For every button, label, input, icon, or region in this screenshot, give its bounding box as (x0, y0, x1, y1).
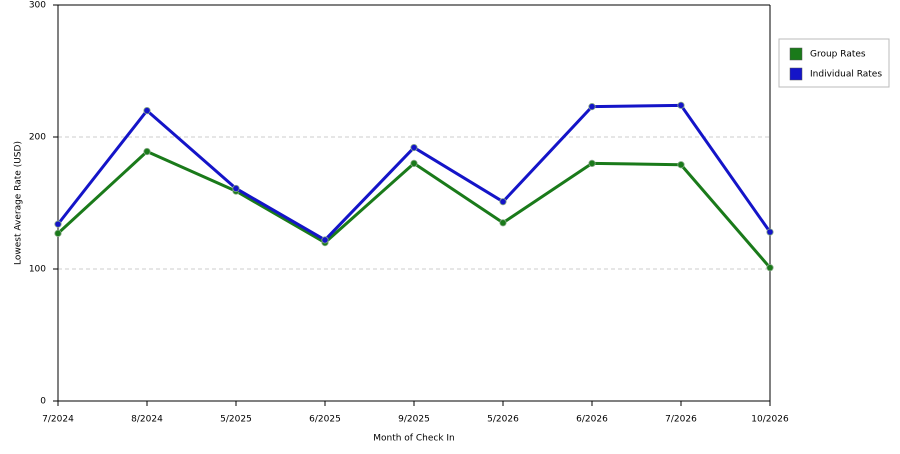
legend-swatch (789, 47, 803, 61)
x-tick-label: 8/2024 (131, 415, 163, 425)
legend-label: Group Rates (810, 50, 866, 60)
data-point (766, 264, 774, 272)
data-point (588, 103, 596, 111)
x-tick-label: 7/2024 (42, 415, 74, 425)
data-point (766, 228, 774, 236)
x-tick-label: 6/2026 (576, 415, 608, 425)
x-tick-label: 5/2026 (487, 415, 519, 425)
data-point (410, 143, 418, 152)
data-point (143, 147, 151, 156)
series-line (56, 150, 772, 269)
data-point (499, 198, 507, 206)
series-line (56, 103, 772, 242)
data-point (143, 107, 151, 115)
data-point (499, 219, 507, 227)
y-tick-label: 200 (29, 133, 46, 143)
x-tick-label: 7/2026 (665, 415, 697, 425)
x-tick-label: 10/2026 (751, 415, 789, 425)
data-point (232, 184, 240, 193)
data-point (677, 101, 685, 109)
data-point (54, 220, 62, 228)
x-tick-label: 5/2025 (220, 415, 252, 425)
y-tick-label: 300 (29, 1, 46, 11)
y-tick-label: 100 (29, 265, 46, 275)
x-tick-label: 9/2025 (398, 415, 430, 425)
x-axis-label: Month of Check In (373, 434, 455, 444)
data-point (677, 161, 685, 169)
y-tick-label: 0 (40, 397, 46, 407)
data-point (321, 236, 329, 244)
y-axis-label: Lowest Average Rate (USD) (14, 141, 24, 265)
data-point (588, 159, 596, 167)
legend-label: Individual Rates (810, 70, 882, 80)
x-tick-label: 6/2025 (309, 415, 341, 425)
legend-swatch (789, 67, 803, 81)
data-point (54, 229, 62, 237)
data-point (410, 159, 418, 167)
